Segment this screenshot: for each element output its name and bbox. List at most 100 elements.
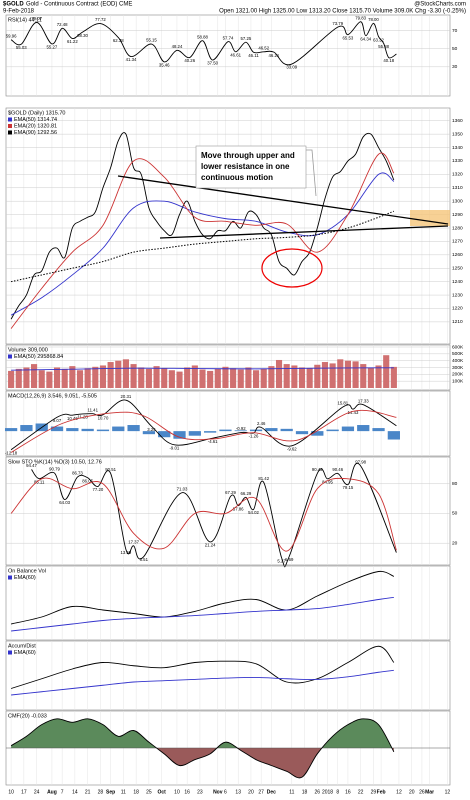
- value-label: 46.52: [258, 45, 269, 50]
- panel-title: RSI(14) 44.11: [8, 17, 42, 23]
- x-tick-label: Mar: [425, 789, 434, 795]
- bar: [69, 366, 76, 388]
- y-tick-label: 20: [452, 540, 458, 546]
- x-tick-label: Aug: [47, 789, 57, 795]
- value-label: 84.95: [322, 479, 333, 484]
- value-label: 90.79: [49, 467, 60, 472]
- value-label: -9.62: [287, 446, 297, 451]
- legend-label: EMA(60): [14, 575, 36, 581]
- value-label: -12.18: [5, 450, 18, 455]
- y-tick-label: 500K: [452, 351, 464, 357]
- value-label: 78.00: [368, 17, 379, 22]
- bar: [283, 364, 290, 388]
- value-label: 3.25: [147, 427, 156, 432]
- bar: [107, 362, 114, 388]
- legend-label: EMA(60): [14, 650, 36, 656]
- bar: [122, 359, 129, 388]
- y-tick-label: 30: [452, 64, 458, 70]
- line: [10, 210, 395, 283]
- x-tick-label: Dec: [267, 789, 276, 795]
- bar: [390, 366, 397, 388]
- panel-title: $GOLD (Daily) 1315.70: [8, 110, 65, 116]
- value-label: 46.21: [269, 53, 280, 58]
- legend-swatch: [8, 354, 12, 359]
- bar: [96, 429, 110, 432]
- line: [11, 596, 394, 632]
- value-label: -0.92: [236, 426, 246, 431]
- bar: [15, 368, 22, 388]
- value-label: 64.03: [59, 500, 70, 505]
- bar: [76, 370, 84, 388]
- value-label: 90.42: [312, 467, 323, 472]
- value-label: 41.34: [126, 57, 137, 62]
- panel-frame: [5, 14, 451, 97]
- x-tick-label: 10: [174, 789, 180, 795]
- instrument-name: Gold - Continuous Contract (EOD) CME: [26, 2, 132, 8]
- value-label: -4.61: [208, 439, 218, 444]
- line: [10, 645, 395, 689]
- value-label: 64.34: [360, 36, 371, 41]
- bar: [204, 431, 217, 433]
- value-label: 35.46: [159, 63, 170, 68]
- y-tick-label: 1280: [452, 225, 463, 231]
- bar: [142, 431, 156, 435]
- value-label: 20.31: [121, 394, 132, 399]
- y-tick-label: 1350: [452, 131, 463, 137]
- line: [10, 570, 395, 625]
- x-tick-label: 18: [302, 789, 308, 795]
- value-label: 65.53: [343, 35, 354, 40]
- x-tick-label: 17: [21, 789, 27, 795]
- value-label: 79.07: [31, 16, 42, 21]
- bar: [20, 425, 33, 432]
- y-tick-label: 1360: [452, 118, 463, 124]
- value-label: 62.38: [113, 38, 124, 43]
- x-tick-label: 12: [396, 789, 402, 795]
- bar: [260, 368, 267, 388]
- annotation-text: Move through upper and: [201, 151, 295, 160]
- value-label: 17.33: [358, 398, 369, 403]
- value-label: 48.24: [172, 44, 183, 49]
- value-label: 9.07: [53, 418, 62, 423]
- bar: [31, 364, 38, 388]
- value-label: 90.51: [105, 467, 116, 472]
- bar: [306, 368, 313, 388]
- bar: [367, 367, 374, 388]
- source: @StockCharts.com: [414, 2, 466, 8]
- value-label: 71.03: [177, 486, 188, 491]
- y-tick-label: 1330: [452, 158, 463, 164]
- value-label: 55.88: [378, 44, 389, 49]
- y-tick-label: 1300: [452, 198, 463, 204]
- bar: [84, 368, 91, 388]
- value-label: 86.05: [82, 478, 93, 483]
- value-label: 15.81: [337, 401, 348, 406]
- legend-label: EMA(90) 1292.56: [14, 130, 57, 136]
- x-tick-label: Nov: [213, 789, 223, 795]
- positive-area: [11, 718, 394, 748]
- x-tick-label: Feb: [377, 789, 386, 795]
- line: [11, 367, 394, 371]
- bar: [138, 367, 145, 388]
- bar: [38, 370, 45, 388]
- x-tick-label: 16: [345, 789, 351, 795]
- bar: [207, 370, 214, 388]
- y-tick-label: 1260: [452, 252, 463, 258]
- legend-swatch: [8, 130, 12, 135]
- value-label: 54.02: [248, 510, 259, 515]
- value-label: 85.11: [34, 479, 45, 484]
- line: [10, 21, 397, 66]
- x-tick-label: 10: [8, 789, 14, 795]
- price-annotations: Move through upper and lower resistance …: [117, 145, 450, 288]
- y-tick-label: 50: [452, 511, 458, 517]
- value-label: 57.86: [233, 506, 244, 511]
- value-label: 46.11: [248, 53, 259, 58]
- value-label: 77.20: [92, 487, 103, 492]
- panel-frame: [5, 565, 451, 641]
- y-tick-label: 50: [452, 46, 458, 52]
- value-label: -1.26: [249, 434, 259, 439]
- bar: [127, 425, 140, 432]
- value-label: 77.72: [95, 17, 106, 22]
- bar: [298, 367, 306, 388]
- value-label: 57.25: [240, 36, 251, 41]
- y-tick-label: 100K: [452, 378, 464, 384]
- bar: [321, 362, 329, 388]
